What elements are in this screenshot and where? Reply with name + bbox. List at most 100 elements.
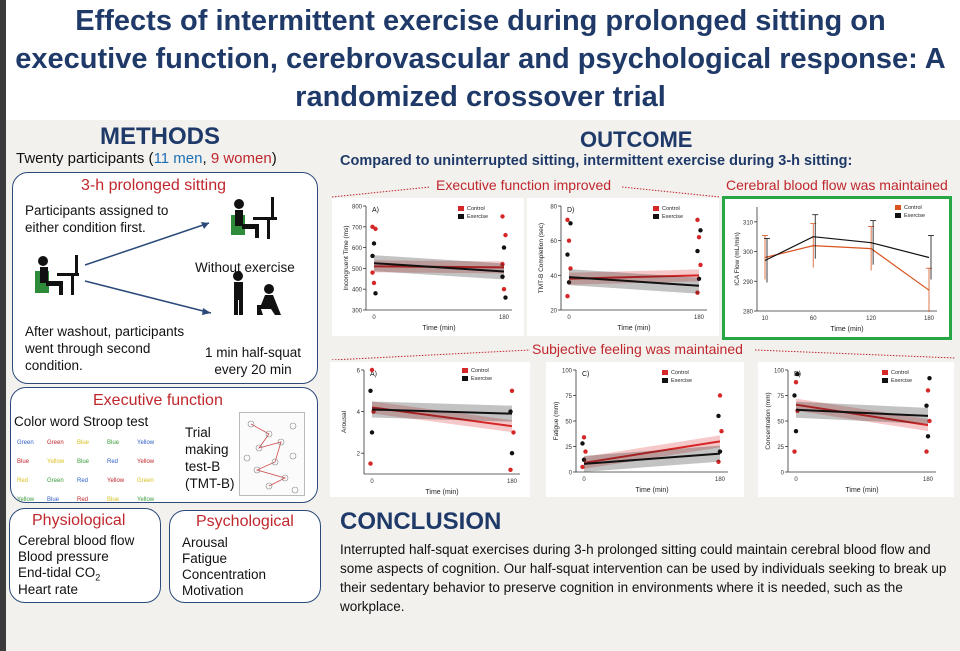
data-point <box>717 393 723 398</box>
conclusion-text: Interrupted half-squat exercises during … <box>340 542 947 614</box>
data-point <box>717 449 723 454</box>
data-point <box>501 245 507 250</box>
participants-line: Twenty participants (11 men, 9 women) <box>16 150 277 167</box>
exec-improved-label: Executive function improved <box>436 177 612 193</box>
y-tick-label: 75 <box>777 394 784 400</box>
data-point <box>368 388 373 393</box>
stroop-word: Green <box>47 440 64 446</box>
physiological-box: Physiological Cerebral blood flow Blood … <box>9 508 161 603</box>
legend-swatch <box>653 214 659 219</box>
compared-text: Compared to uninterrupted sitting, inter… <box>340 153 853 169</box>
x-tick-label: 0 <box>370 479 374 485</box>
data-point <box>565 217 570 223</box>
y-tick-label: 280 <box>743 310 754 316</box>
methods-heading: METHODS <box>100 123 220 150</box>
legend-swatch <box>882 378 888 383</box>
data-point <box>793 429 799 434</box>
squatting-person-icon <box>257 284 281 315</box>
physiological-title: Physiological <box>32 512 126 529</box>
legend-label: Control <box>662 206 680 212</box>
data-point <box>566 280 572 285</box>
data-point <box>924 403 929 408</box>
y-tick-label: 600 <box>352 246 363 252</box>
panel-label: A) <box>372 207 379 214</box>
legend-label: Exercise <box>904 213 925 219</box>
physio-item: Cerebral blood flow <box>18 533 135 548</box>
y-tick-label: 100 <box>562 369 573 375</box>
x-axis-label: Time (min) <box>422 325 455 332</box>
stroop-word: Green <box>137 478 154 484</box>
data-point <box>580 464 585 470</box>
data-point <box>369 367 375 373</box>
chart-panel-stroop: 300 400 500 600 700 800 0 180 Time (min) Incongru… <box>332 198 524 336</box>
men-count: 11 men <box>153 150 203 167</box>
x-tick-label: 0 <box>372 315 376 321</box>
chart-stroop: 300 400 500 600 700 800 0 180 Time (min) Incongru… <box>343 205 512 332</box>
chart-panel-cbf: 280 290 300 310 10 60 120 180 Time (min) ICA Flow… <box>722 196 952 340</box>
psych-item: Fatigue <box>182 551 228 566</box>
y-tick-label: 310 <box>743 220 754 226</box>
data-point <box>793 380 799 385</box>
without-exercise-text: Without exercise <box>195 260 295 275</box>
x-axis-label: Time (min) <box>635 487 668 494</box>
y-axis-label: Fatigue (mm) <box>553 402 560 441</box>
psychological-title: Psychological <box>196 513 294 530</box>
legend-swatch <box>462 368 468 373</box>
x-axis-label: Time (min) <box>830 326 863 333</box>
y-tick-label: 25 <box>565 445 572 451</box>
psych-item: Motivation <box>182 583 244 598</box>
data-point <box>500 274 505 279</box>
sitting-person-icon <box>35 255 79 295</box>
legend-swatch <box>662 378 668 383</box>
dotted-line <box>754 349 956 359</box>
data-point <box>501 287 507 292</box>
y-tick-label: 300 <box>743 250 754 256</box>
executive-title: Executive function <box>93 392 223 409</box>
data-point <box>698 262 703 268</box>
data-point <box>696 235 702 240</box>
assigned-text: Participants assigned to either conditio… <box>25 203 169 235</box>
data-point <box>500 214 505 219</box>
y-tick-label: 20 <box>550 309 557 315</box>
data-point <box>927 418 932 424</box>
y-axis-label: ICA Flow (mL/min) <box>734 232 741 285</box>
psych-item: Arousal <box>182 535 228 550</box>
data-point <box>503 295 508 300</box>
data-point <box>698 228 703 233</box>
x-tick-label: 180 <box>694 315 705 321</box>
dotted-line <box>331 349 531 360</box>
data-point <box>373 291 378 296</box>
y-axis-label: TMT-B Completion (sec) <box>538 223 545 293</box>
series-line-control <box>583 440 721 464</box>
desk-worker-icon <box>231 197 277 239</box>
data-point <box>716 413 721 419</box>
stroop-word: Green <box>47 478 64 484</box>
data-point <box>511 430 516 435</box>
stroop-word: Blue <box>77 459 90 465</box>
y-tick-label: 2 <box>357 452 361 458</box>
stroop-word: Red <box>77 478 89 484</box>
series-line-exercise <box>764 236 930 262</box>
legend-label: Exercise <box>671 378 692 384</box>
stroop-word: Red <box>107 459 119 465</box>
legend-swatch <box>895 205 901 210</box>
chart-cbf: 280 290 300 310 10 60 120 180 Time (min) ICA Flow… <box>734 205 937 333</box>
x-tick-label: 180 <box>924 316 935 322</box>
legend-swatch <box>895 213 901 218</box>
legend-label: Exercise <box>467 214 488 220</box>
stroop-word: Yellow <box>137 497 155 503</box>
legend-label: Control <box>467 206 485 212</box>
methods-illustration <box>35 197 281 315</box>
stroop-word: Green <box>17 440 34 446</box>
x-tick-label: 180 <box>499 315 510 321</box>
series-line-control <box>764 245 930 291</box>
dotted-line <box>331 186 431 198</box>
panel-label: C) <box>582 371 589 378</box>
data-point <box>925 434 931 439</box>
outcome-heading: OUTCOME <box>580 127 693 152</box>
tmt-label: Trial making test-B (TMT-B) <box>185 425 235 491</box>
series-line-exercise <box>568 276 700 287</box>
participants-suffix: ) <box>271 150 277 167</box>
y-axis-label: Concentration (mm) <box>765 392 772 449</box>
cbf-label: Cerebral blood flow was maintained <box>726 177 948 193</box>
